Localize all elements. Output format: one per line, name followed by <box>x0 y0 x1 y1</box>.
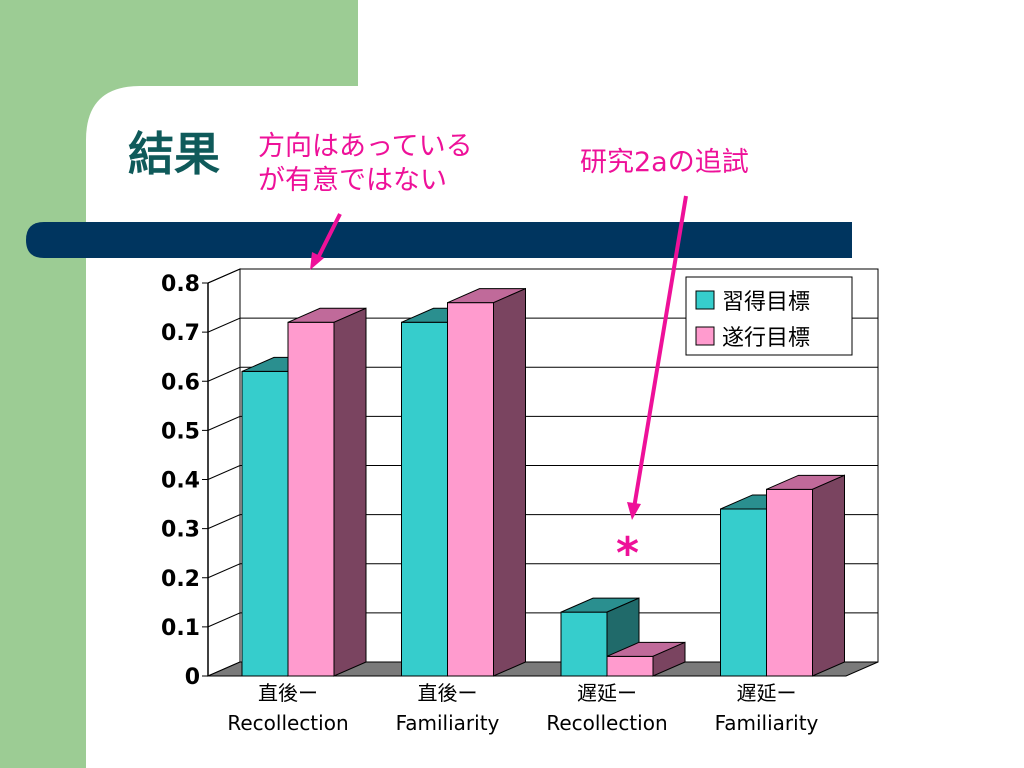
x-category-label: Recollection <box>227 711 348 735</box>
arrow-head-2 <box>627 502 641 520</box>
y-tick-label: 0 <box>185 665 200 690</box>
bar-performance-1 <box>287 307 367 677</box>
arrow-line-1 <box>314 213 342 263</box>
arrow-head-1 <box>310 252 324 270</box>
x-category-label: 遅延ー <box>577 681 637 705</box>
y-tick-label: 0.8 <box>161 272 200 297</box>
bar-performance-4 <box>766 474 845 677</box>
bar-front <box>606 655 654 677</box>
bar-side <box>652 641 686 677</box>
x-category-label: 直後ー <box>418 681 478 705</box>
x-category-label: Familiarity <box>715 711 819 735</box>
bar-side <box>812 474 845 677</box>
axis-layer: 0 0.1 0.2 0.3 0.4 0.5 0.6 0.7 0.8 直後ー Recollection… <box>161 272 819 735</box>
gridline <box>207 514 878 530</box>
bar-front <box>766 488 813 677</box>
bar-performance-3 <box>606 641 686 677</box>
title-divider-bar <box>26 222 852 258</box>
y-tick-label: 0.4 <box>161 469 200 494</box>
bar-front <box>720 508 767 677</box>
annotation-not-significant: 方向はあっている が有意ではない <box>258 131 473 196</box>
y-tick-label: 0.1 <box>161 616 200 641</box>
significance-asterisk: * <box>616 528 640 579</box>
legend-label: 習得目標 <box>722 290 810 315</box>
x-category-label: Familiarity <box>396 711 500 735</box>
x-category-label: 遅延ー <box>737 681 797 705</box>
gridline <box>207 366 878 382</box>
y-tick-label: 0.2 <box>161 567 200 592</box>
y-tick-label: 0.3 <box>161 518 200 543</box>
bar-front <box>447 302 494 677</box>
gridline <box>207 563 878 579</box>
y-tick-label: 0.5 <box>161 419 200 444</box>
legend-swatch <box>695 290 715 310</box>
legend-swatch <box>695 326 715 346</box>
y-tick-label: 0.7 <box>161 321 200 346</box>
bar-side <box>493 287 526 677</box>
y-tick-label: 0.6 <box>161 370 200 395</box>
gridline <box>207 415 878 431</box>
gridline <box>207 612 878 628</box>
bar-front <box>241 370 289 677</box>
legend-label: 遂行目標 <box>722 326 810 351</box>
arrow-line-2 <box>632 195 688 509</box>
bar-front <box>287 321 335 677</box>
bars-layer <box>241 287 845 677</box>
bar-side <box>333 307 367 677</box>
bar-performance-2 <box>447 287 526 677</box>
bar-front <box>401 321 448 677</box>
gridline <box>207 268 878 284</box>
x-category-label: Recollection <box>546 711 667 735</box>
annotation-arrows <box>310 195 688 520</box>
gridline <box>207 465 878 480</box>
x-category-label: 直後ー <box>258 681 318 705</box>
slide-title: 結果 <box>128 127 220 181</box>
bar-front <box>560 611 608 677</box>
annotation-replication: 研究2aの追試 <box>580 147 749 178</box>
